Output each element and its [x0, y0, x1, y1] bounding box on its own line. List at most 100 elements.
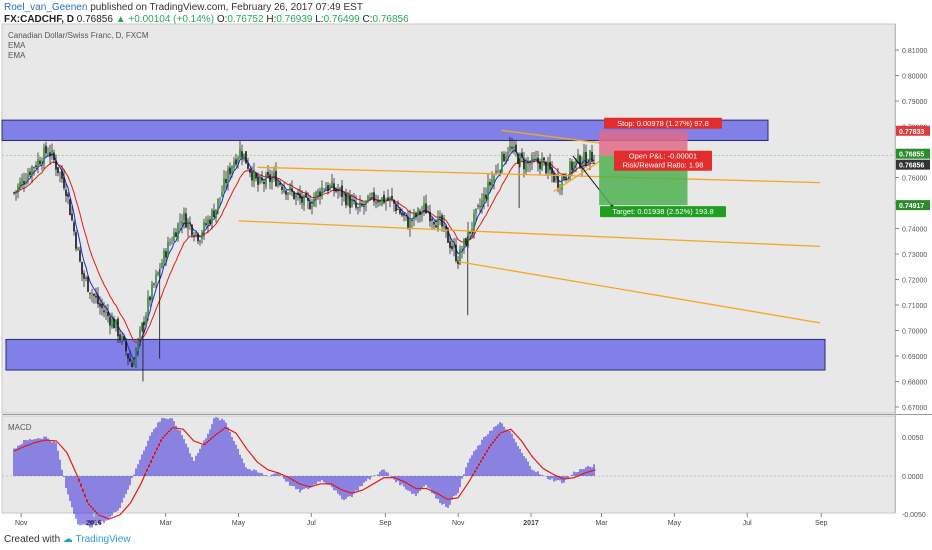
candle-body — [75, 232, 77, 249]
candle-body — [477, 205, 479, 208]
candle-body — [83, 273, 85, 279]
candle-body — [355, 202, 357, 208]
candle-body — [579, 155, 581, 168]
close-label: C: — [362, 14, 373, 25]
candle-body — [277, 181, 279, 187]
candle-body — [391, 195, 393, 199]
candle-body — [13, 192, 15, 194]
price-tick-label: 0.70000 — [902, 329, 927, 336]
candle-body — [589, 150, 591, 163]
candle-body — [499, 170, 501, 172]
price-tag-box — [896, 159, 930, 170]
candle-body — [215, 209, 217, 219]
candle-body — [551, 167, 553, 174]
author-name[interactable]: Roel_van_Geenen — [4, 2, 88, 13]
candle-body — [73, 222, 75, 232]
candle-body — [431, 218, 433, 221]
stop-label-text: Stop: 0.00978 (1.27%) 97.8 — [617, 119, 709, 128]
candle-body — [33, 167, 35, 169]
candle-body — [303, 195, 305, 206]
created-with-label: Created with — [4, 534, 61, 545]
candle-body — [357, 207, 359, 209]
candle-body — [457, 260, 459, 265]
ohlc-line: FX:CADCHF, D 0.76856 ▲ +0.00104 (+0.14%)… — [4, 14, 409, 25]
candle-body — [425, 203, 427, 214]
candle-body — [383, 194, 385, 203]
pnl-label-text: Risk/Reward Ratio: 1.98 — [623, 161, 704, 170]
candle-body — [55, 160, 57, 170]
candle-body — [555, 176, 557, 181]
candle-body — [367, 195, 369, 203]
candle-body — [441, 215, 443, 227]
candle-body — [329, 185, 331, 190]
candle-body — [455, 244, 457, 261]
pnl-label-box — [614, 150, 712, 171]
channel-mid-line — [238, 220, 821, 247]
price-tick-label: 0.74000 — [902, 227, 927, 234]
candle-body — [289, 186, 291, 191]
candle-body — [219, 197, 221, 199]
candle-body — [185, 213, 187, 228]
candle-body — [127, 353, 129, 359]
ema-legend-2: EMA — [8, 51, 26, 60]
tradingview-brand[interactable]: TradingView — [75, 534, 131, 545]
candle-body — [575, 158, 577, 165]
candle-body — [577, 154, 579, 161]
candle-body — [267, 171, 269, 176]
candle-body — [445, 225, 447, 230]
candle-body — [497, 170, 499, 172]
candle-body — [63, 177, 65, 189]
chart-canvas[interactable]: Stop: 0.00978 (1.27%) 97.8 Open P&L: -0.0… — [0, 0, 932, 528]
candle-body — [243, 153, 245, 160]
candle-body — [433, 222, 435, 225]
candle-body — [209, 219, 211, 224]
candle-body — [451, 245, 453, 250]
candle-body — [313, 198, 315, 207]
macd-tick-label: 0.0050 — [902, 435, 924, 442]
candle-body — [129, 358, 131, 362]
candle-body — [165, 251, 167, 258]
macd-signal-line — [13, 426, 596, 520]
candle-body — [207, 219, 209, 226]
candle-body — [263, 181, 265, 184]
candle-body — [287, 192, 289, 195]
candle-body — [325, 187, 327, 191]
target-label-box — [600, 206, 726, 218]
candle-body — [25, 181, 27, 184]
candle-body — [469, 231, 471, 234]
candle-body — [549, 161, 551, 170]
candle-body — [251, 172, 253, 181]
wedge-top-line — [501, 129, 601, 144]
candle-body — [333, 183, 335, 191]
candle-body — [307, 198, 309, 201]
time-tick-label: Jul — [307, 520, 316, 527]
candle-body — [259, 176, 261, 183]
candle-body — [233, 161, 235, 169]
candle-body — [505, 156, 507, 160]
candle-body — [377, 201, 379, 203]
close-value: 0.76856 — [372, 14, 409, 25]
candle-body — [163, 250, 165, 264]
candle-body — [393, 200, 395, 204]
candle-body — [231, 166, 233, 174]
candle-body — [249, 168, 251, 173]
time-tick-label: Mar — [595, 520, 608, 527]
candle-body — [213, 210, 215, 218]
candle-body — [77, 248, 79, 251]
candle-body — [67, 194, 69, 197]
candle-body — [375, 201, 377, 204]
candle-body — [593, 163, 595, 164]
macd-tick-label: 0.0000 — [902, 474, 924, 481]
candle-body — [449, 241, 451, 248]
candle-body — [81, 261, 83, 275]
candle-body — [37, 159, 39, 168]
candle-body — [257, 177, 259, 185]
candle-body — [337, 191, 339, 192]
candle-body — [565, 176, 567, 179]
candle-body — [301, 196, 303, 203]
candle-body — [309, 202, 311, 209]
candle-body — [217, 198, 219, 211]
candle-body — [155, 274, 157, 284]
candle-body — [31, 166, 33, 176]
candle-body — [321, 187, 323, 197]
